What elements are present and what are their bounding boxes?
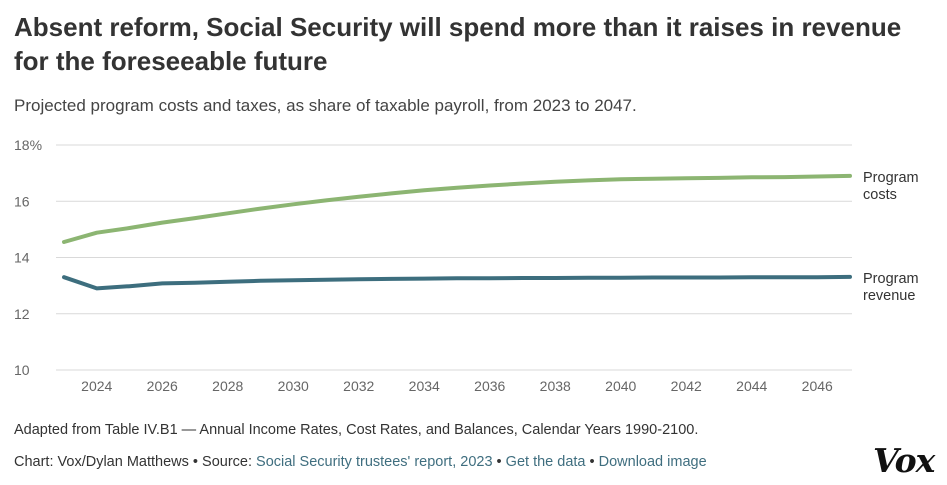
y-tick-label: 14 [14,250,30,266]
line-chart: 18% 16 14 12 10 2024 2026 2028 2030 2032 2034 2036… [14,137,919,394]
chart-credit: Chart: Vox/Dylan Matthews [14,454,189,470]
chart-subtitle: Projected program costs and taxes, as sh… [14,96,637,115]
chart-title: Absent reform, Social Security will spen… [14,12,902,76]
x-tick-label: 2046 [802,378,833,394]
series-lines [62,173,852,291]
y-tick-label: 12 [14,306,30,322]
separator: • Source: [188,454,257,470]
x-tick-label: 2030 [278,378,309,394]
series-labels: Program costs Program revenue [863,170,919,304]
separator: • [492,454,506,470]
y-tick-label: 18% [14,137,42,153]
x-tick-label: 2024 [81,378,112,394]
y-axis-ticks: 18% 16 14 12 10 [14,137,42,378]
x-tick-label: 2036 [474,378,505,394]
x-axis-ticks: 2024 2026 2028 2030 2032 2034 2036 2038 2040 2042… [81,378,833,394]
program-revenue-line [62,274,852,291]
x-tick-label: 2042 [671,378,702,394]
program-costs-label: Program costs [863,170,919,203]
source-note: Adapted from Table IV.B1 — Annual Income… [14,422,699,438]
program-costs-line [62,173,852,244]
x-tick-label: 2044 [736,378,767,394]
x-tick-label: 2032 [343,378,374,394]
y-tick-label: 16 [14,193,30,209]
vox-logo: Vox [873,441,935,480]
grid-lines [56,144,852,371]
get-data-link[interactable]: Get the data [505,454,586,470]
y-tick-label: 10 [14,362,30,378]
x-tick-label: 2034 [409,378,440,394]
download-image-link[interactable]: Download image [598,454,707,470]
program-revenue-label: Program revenue [863,271,919,304]
source-link[interactable]: Social Security trustees' report, 2023 [256,454,493,470]
x-tick-label: 2026 [147,378,178,394]
x-tick-label: 2028 [212,378,243,394]
x-tick-label: 2038 [540,378,571,394]
credits-line: Chart: Vox/Dylan Matthews • Source: Soci… [14,453,707,471]
x-tick-label: 2040 [605,378,636,394]
separator: • [585,454,599,470]
